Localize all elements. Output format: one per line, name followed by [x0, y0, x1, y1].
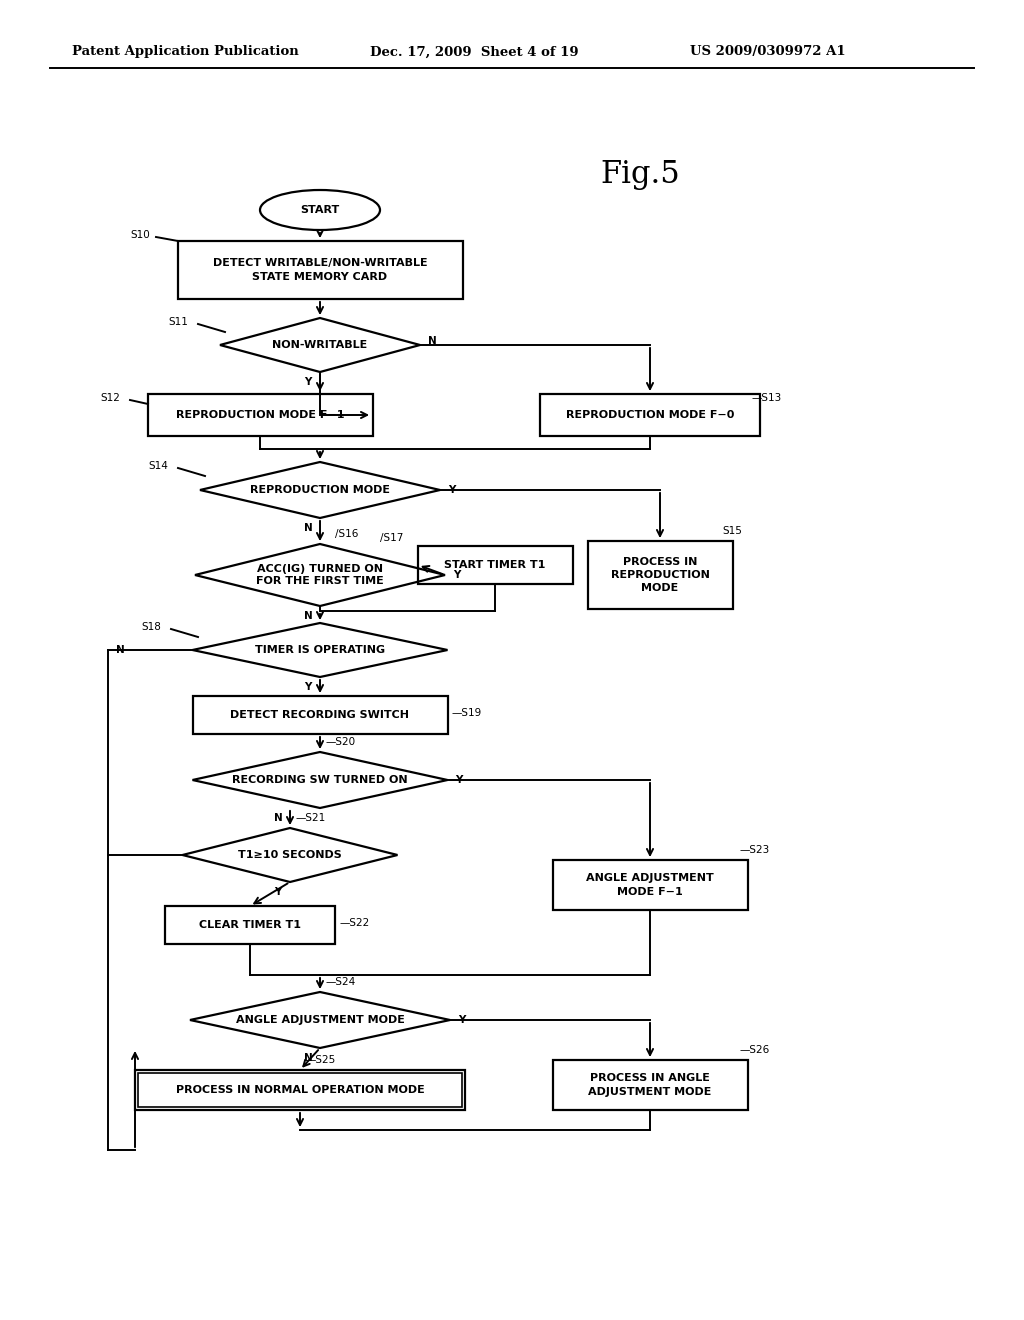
Text: —S19: —S19: [451, 708, 481, 718]
Bar: [540, 393, 760, 436]
Text: PROCESS IN ANGLE
ADJUSTMENT MODE: PROCESS IN ANGLE ADJUSTMENT MODE: [589, 1073, 712, 1097]
Text: US 2009/0309972 A1: US 2009/0309972 A1: [690, 45, 846, 58]
Text: NON-WRITABLE: NON-WRITABLE: [272, 341, 368, 350]
Text: S11: S11: [168, 317, 187, 327]
Text: —S26: —S26: [739, 1045, 769, 1055]
Text: DETECT RECORDING SWITCH: DETECT RECORDING SWITCH: [230, 710, 410, 719]
Text: REPRODUCTION MODE: REPRODUCTION MODE: [250, 484, 390, 495]
Text: RECORDING SW TURNED ON: RECORDING SW TURNED ON: [232, 775, 408, 785]
Bar: [135, 1071, 465, 1110]
Text: DETECT WRITABLE/NON-WRITABLE
STATE MEMORY CARD: DETECT WRITABLE/NON-WRITABLE STATE MEMOR…: [213, 259, 427, 281]
Text: ANGLE ADJUSTMENT MODE: ANGLE ADJUSTMENT MODE: [236, 1015, 404, 1026]
Text: CLEAR TIMER T1: CLEAR TIMER T1: [199, 920, 301, 931]
Text: Patent Application Publication: Patent Application Publication: [72, 45, 299, 58]
Text: S15: S15: [722, 525, 741, 536]
Text: ANGLE ADJUSTMENT
MODE F−1: ANGLE ADJUSTMENT MODE F−1: [586, 874, 714, 896]
Text: T1≥10 SECONDS: T1≥10 SECONDS: [239, 850, 342, 861]
Bar: [165, 906, 335, 944]
Text: START TIMER T1: START TIMER T1: [444, 560, 546, 570]
Text: —S13: —S13: [752, 393, 782, 403]
Text: S18: S18: [141, 622, 161, 632]
Text: —S25: —S25: [305, 1055, 335, 1065]
Text: /S17: /S17: [380, 533, 403, 543]
Text: Y: Y: [274, 887, 282, 898]
Text: N: N: [273, 813, 283, 822]
Bar: [553, 861, 748, 909]
Bar: [147, 393, 373, 436]
Text: Y: Y: [454, 570, 461, 579]
Text: TIMER IS OPERATING: TIMER IS OPERATING: [255, 645, 385, 655]
Text: N: N: [116, 645, 124, 655]
Text: START: START: [300, 205, 340, 215]
Text: Y: Y: [459, 1015, 466, 1026]
Text: /S16: /S16: [335, 529, 358, 539]
Text: Fig.5: Fig.5: [600, 160, 680, 190]
Text: —S23: —S23: [739, 845, 769, 855]
Text: PROCESS IN
REPRODUCTION
MODE: PROCESS IN REPRODUCTION MODE: [610, 557, 710, 593]
Text: Y: Y: [304, 682, 311, 692]
Text: —S21: —S21: [295, 813, 326, 822]
Text: S10: S10: [130, 230, 150, 240]
Bar: [553, 1060, 748, 1110]
Text: S14: S14: [148, 461, 168, 471]
Text: Y: Y: [456, 775, 463, 785]
Text: Y: Y: [304, 378, 311, 387]
Text: REPRODUCTION MODE F−1: REPRODUCTION MODE F−1: [176, 411, 344, 420]
Bar: [193, 696, 447, 734]
Text: Dec. 17, 2009  Sheet 4 of 19: Dec. 17, 2009 Sheet 4 of 19: [370, 45, 579, 58]
Text: —S24: —S24: [325, 977, 355, 987]
Text: ACC(IG) TURNED ON
FOR THE FIRST TIME: ACC(IG) TURNED ON FOR THE FIRST TIME: [256, 564, 384, 586]
Text: —S22: —S22: [339, 917, 370, 928]
Text: N: N: [304, 523, 312, 533]
Bar: [588, 541, 732, 609]
Text: S12: S12: [100, 393, 120, 403]
Bar: [138, 1073, 462, 1107]
Text: REPRODUCTION MODE F−0: REPRODUCTION MODE F−0: [566, 411, 734, 420]
Text: N: N: [304, 1053, 312, 1063]
Text: N: N: [428, 337, 436, 346]
Bar: [418, 546, 572, 583]
Text: Y: Y: [449, 484, 456, 495]
Bar: [177, 242, 463, 300]
Text: —S20: —S20: [325, 737, 355, 747]
Text: N: N: [304, 611, 312, 620]
Text: PROCESS IN NORMAL OPERATION MODE: PROCESS IN NORMAL OPERATION MODE: [176, 1085, 424, 1096]
